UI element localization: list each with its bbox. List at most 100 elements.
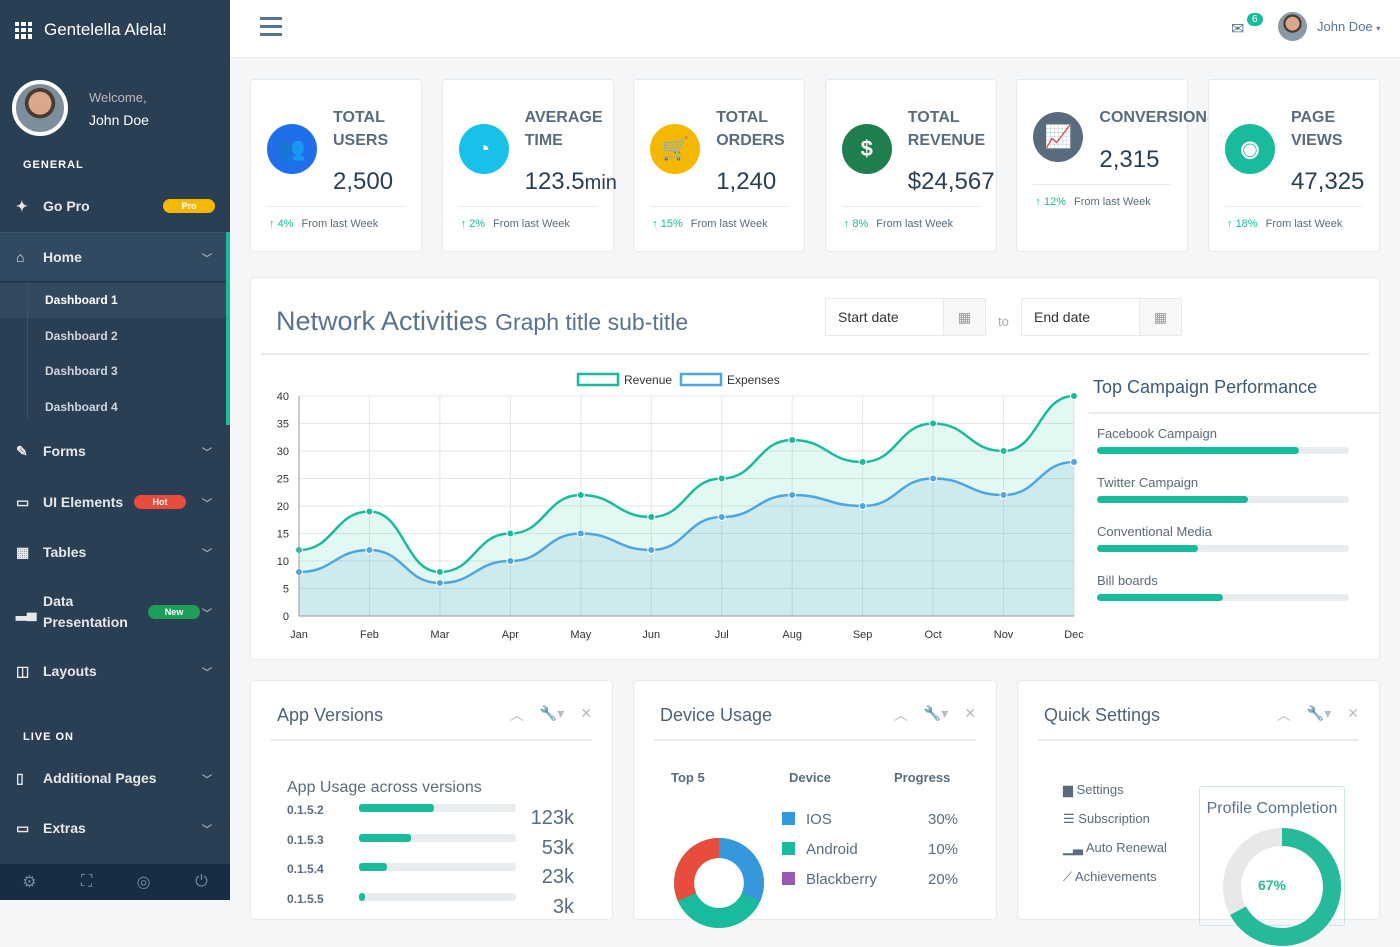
data-point[interactable] [647,513,656,521]
user-menu[interactable]: John Doe ▾ [1317,19,1380,34]
sidebar-sub-dashboard-4[interactable]: Dashboard 4 [45,400,118,414]
sidebar-sub-dashboard-3[interactable]: Dashboard 3 [45,364,118,378]
divider [271,739,592,741]
label: Forms [43,443,86,459]
x-tick-label: Apr [502,629,519,641]
settings-icon[interactable]: ⚙ [22,874,37,891]
sidebar-item-extras[interactable]: ▭ Extras ﹀ [0,804,230,852]
mail-icon[interactable]: ✉ [1231,21,1245,38]
note: From last Week [1073,196,1151,208]
chevron-down-icon: ﹀ [202,253,212,265]
quick-settings-panel: Quick Settings ︿ 🔧▾ ✕ ▆ Settings ☰ Subscri… [1017,680,1380,946]
campaign-progress [1097,496,1349,503]
calendar-icon[interactable]: ▦ [1139,299,1181,335]
eye-slash-icon[interactable]: ◎ [136,874,151,891]
data-point[interactable] [858,502,867,510]
collapse-icon[interactable]: ︿ [509,707,524,723]
sidebar-sub-dashboard-2[interactable]: Dashboard 2 [45,329,118,343]
chevron-down-icon: ﹀ [202,548,212,560]
label: Extras [43,820,86,836]
data-point[interactable] [929,474,938,483]
bar-chart-icon: ▂▄ [16,603,37,620]
profile-pct: 67% [1257,877,1287,893]
sidebar-item-layouts[interactable]: ◫ Layouts ﹀ [0,647,230,695]
fullscreen-icon[interactable]: ⛶ [81,873,93,890]
close-icon[interactable]: ✕ [1347,705,1359,721]
y-tick-label: 35 [277,419,289,431]
data-point[interactable] [788,436,797,444]
data-point[interactable] [1070,458,1078,466]
y-tick-label: 25 [277,474,289,486]
dollar-icon: $ [841,124,892,174]
window-icon: ▭ [16,819,30,836]
end-date-placeholder: End date [1034,309,1091,325]
start-date-placeholder: Start date [838,309,899,325]
series-area-expenses [299,462,1074,616]
y-tick-label: 15 [277,529,289,541]
wrench-icon[interactable]: 🔧▾ [539,705,565,721]
y-tick-label: 20 [277,501,289,513]
wrench-icon[interactable]: 🔧▾ [923,705,949,721]
sidebar-item-ui-elements[interactable]: ▭ UI Elements Hot ﹀ [0,478,230,526]
sidebar-item-data-presentation[interactable]: ▂▄ Data Presentation New ﹀ [0,588,230,636]
sidebar-item-tables[interactable]: ▦ Tables ﹀ [0,528,230,576]
data-point[interactable] [576,491,585,499]
data-point[interactable] [999,491,1008,499]
data-point[interactable] [929,419,938,428]
start-date-input[interactable]: Start date ▦ [825,298,986,336]
data-point[interactable] [365,546,374,554]
end-date-input[interactable]: End date ▦ [1021,298,1182,336]
data-point[interactable] [435,568,444,576]
data-point[interactable] [717,513,726,521]
power-icon[interactable]: ⏻ [195,873,208,890]
data-point[interactable] [647,546,656,554]
cart-icon: 🛒 [650,124,701,174]
menu-toggle-icon[interactable] [260,17,282,36]
version-bar [359,804,516,812]
quick-item-auto-renewal[interactable]: ▁▃ Auto Renewal [1063,840,1167,856]
data-point[interactable] [999,447,1008,455]
data-point[interactable] [506,529,515,538]
grid-icon [15,21,32,39]
close-icon[interactable]: ✕ [964,705,976,721]
device-name: Android [806,841,858,858]
sidebar-sub-dashboard-1[interactable]: Dashboard 1 [45,293,118,307]
data-point[interactable] [435,579,444,587]
sub-line [27,283,28,418]
campaign-label: Conventional Media [1097,524,1212,539]
close-icon[interactable]: ✕ [580,705,592,721]
sidebar-item-forms[interactable]: ✎ Forms ﹀ [0,427,230,475]
quick-item-achievements[interactable]: ⟋ Achievements [1063,869,1157,885]
data-point[interactable] [506,557,515,565]
quick-item-settings[interactable]: ▆ Settings [1063,782,1124,798]
profile-name: John Doe [89,112,149,128]
data-point[interactable] [717,474,726,483]
title: Network Activities [276,306,488,336]
collapse-icon[interactable]: ︿ [893,707,908,723]
collapse-icon[interactable]: ︿ [1276,707,1291,723]
hot-badge: Hot [134,495,186,509]
sidebar-item-additional-pages[interactable]: ▯ Additional Pages ﹀ [0,754,230,802]
campaign-label: Facebook Campaign [1097,426,1217,441]
brand[interactable]: Gentelella Alela! [15,20,167,40]
data-point[interactable] [365,507,374,516]
sidebar-item-go-pro[interactable]: ✦ Go Pro Pro [0,182,230,230]
data-point[interactable] [788,491,797,499]
brand-name: Gentelella Alela! [44,20,167,39]
value: 1,240 [716,168,777,195]
user-avatar[interactable] [1278,12,1307,41]
x-tick-label: May [570,629,591,641]
chevron-down-icon: ﹀ [202,447,212,459]
data-point[interactable] [858,458,867,466]
stat-footer: ↑ 2% From last Week [461,218,570,230]
calendar-icon[interactable]: ▦ [943,299,985,335]
wrench-icon[interactable]: 🔧▾ [1306,705,1332,721]
data-point[interactable] [1070,392,1078,400]
section-general: GENERAL [23,159,84,171]
quick-item-subscription[interactable]: ☰ Subscription [1063,811,1150,827]
data-point[interactable] [576,529,585,538]
sidebar-item-home[interactable]: ⌂ Home ﹀ [0,232,230,282]
stat-label: TOTAL ORDERS [716,109,785,149]
stat-card: ◉ PAGE VIEWS 47,325 ↑ 18% From last Week [1208,79,1380,252]
stat-card: 👥 TOTAL USERS 2,500 ↑ 4% From last Week [250,79,422,252]
